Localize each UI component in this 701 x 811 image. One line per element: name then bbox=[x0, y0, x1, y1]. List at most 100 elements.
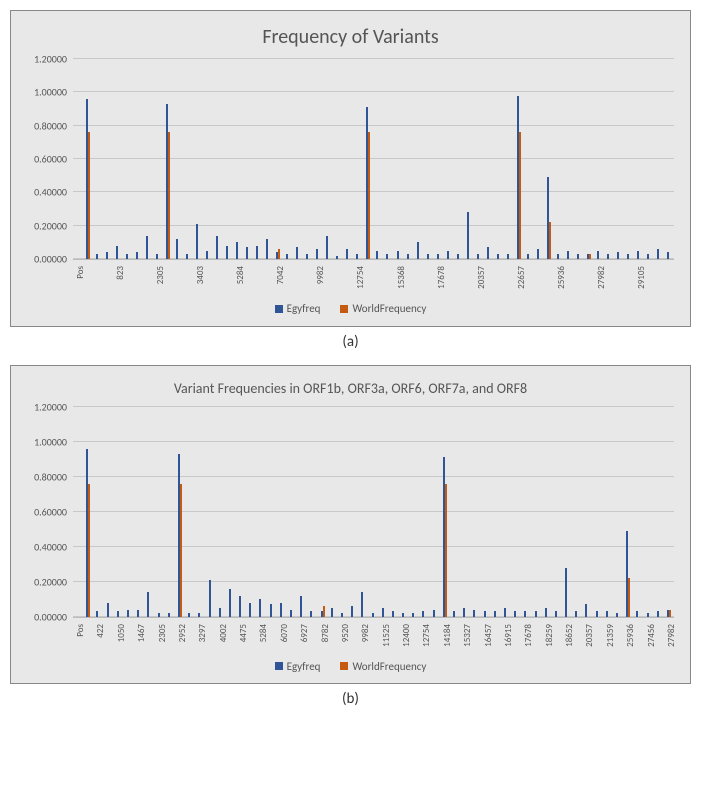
bar-egyfreq bbox=[168, 613, 170, 617]
bar-slot bbox=[404, 59, 414, 259]
xtick-label: Pos bbox=[75, 624, 86, 637]
bar-slot bbox=[531, 407, 541, 617]
bar-slot bbox=[114, 407, 124, 617]
bar-egyfreq bbox=[433, 610, 435, 617]
bar-slot bbox=[195, 407, 205, 617]
bar-slot bbox=[414, 59, 424, 259]
xtick bbox=[343, 260, 353, 296]
bar-egyfreq bbox=[336, 256, 338, 259]
ytick-label: 0.40000 bbox=[34, 540, 73, 553]
xtick bbox=[263, 260, 273, 296]
bar-egyfreq bbox=[117, 611, 119, 616]
chart-title: Variant Frequencies in ORF1b, ORF3a, ORF… bbox=[17, 380, 684, 397]
xtick: 20357 bbox=[582, 618, 592, 654]
ytick-label: 0.00000 bbox=[34, 610, 73, 623]
xtick-label: 25936 bbox=[556, 266, 567, 289]
bar-egyfreq bbox=[382, 608, 384, 617]
bar-egyfreq bbox=[453, 611, 455, 616]
ytick-label: 1.20000 bbox=[34, 53, 73, 66]
xtick: 2305 bbox=[155, 618, 165, 654]
xtick-label: 16457 bbox=[483, 624, 494, 647]
ytick-label: 0.40000 bbox=[34, 186, 73, 199]
bar-slot bbox=[303, 59, 313, 259]
bar-egyfreq bbox=[657, 249, 659, 259]
bar-egyfreq bbox=[647, 613, 649, 617]
bar-slot bbox=[73, 59, 83, 259]
bar-egyfreq bbox=[209, 580, 211, 617]
bar-slot bbox=[434, 59, 444, 259]
bar-worldfrequency bbox=[88, 132, 90, 259]
xtick-label: 5284 bbox=[235, 266, 246, 284]
xtick-label: 16915 bbox=[503, 624, 514, 647]
legend-swatch bbox=[275, 305, 283, 313]
xtick-label: 15327 bbox=[462, 624, 473, 647]
xtick-label: 27982 bbox=[596, 266, 607, 289]
legend-label: Egyfreq bbox=[287, 302, 321, 315]
ytick-label: 1.00000 bbox=[34, 435, 73, 448]
bar-slot bbox=[644, 59, 654, 259]
plot-area: 0.000000.200000.400000.600000.800001.000… bbox=[73, 59, 674, 260]
figure-1: Variant Frequencies in ORF1b, ORF3a, ORF… bbox=[10, 365, 691, 685]
xtick-label: 823 bbox=[115, 266, 126, 280]
bar-slot bbox=[328, 407, 338, 617]
bar-slot bbox=[562, 407, 572, 617]
xtick bbox=[424, 260, 434, 296]
bar-slot bbox=[348, 407, 358, 617]
bar-egyfreq bbox=[361, 592, 363, 617]
bar-egyfreq bbox=[351, 606, 353, 617]
bar-slot bbox=[664, 407, 674, 617]
bar-slot bbox=[474, 59, 484, 259]
bar-slot bbox=[534, 59, 544, 259]
bar-egyfreq bbox=[270, 604, 272, 616]
xtick: 15368 bbox=[394, 260, 404, 296]
xtick-label: 7042 bbox=[275, 266, 286, 284]
bar-slot bbox=[582, 407, 592, 617]
bar-slot bbox=[419, 407, 429, 617]
bar-egyfreq bbox=[146, 236, 148, 259]
xtick: 25936 bbox=[554, 260, 564, 296]
bar-slot bbox=[83, 407, 93, 617]
legend: EgyfreqWorldFrequency bbox=[17, 654, 684, 678]
bar-slot bbox=[564, 59, 574, 259]
bar-slot bbox=[440, 407, 450, 617]
bar-worldfrequency bbox=[323, 606, 325, 617]
bar-egyfreq bbox=[427, 254, 429, 259]
xtick-label: 1467 bbox=[136, 624, 147, 642]
bar-egyfreq bbox=[229, 589, 231, 617]
bar-worldfrequency bbox=[445, 484, 447, 617]
bar-egyfreq bbox=[331, 608, 333, 617]
xtick: 21359 bbox=[603, 618, 613, 654]
bar-slot bbox=[256, 407, 266, 617]
xtick: 27982 bbox=[594, 260, 604, 296]
bar-slot bbox=[277, 407, 287, 617]
legend-item: WorldFrequency bbox=[340, 302, 426, 315]
bar-slot bbox=[113, 59, 123, 259]
bar-egyfreq bbox=[96, 254, 98, 259]
bar-egyfreq bbox=[176, 239, 178, 259]
bar-egyfreq bbox=[575, 611, 577, 616]
x-axis: Pos8232305340352847042998212754153681767… bbox=[73, 260, 674, 296]
bar-slot bbox=[243, 59, 253, 259]
xtick-label: 21359 bbox=[605, 624, 616, 647]
bar-slot bbox=[521, 407, 531, 617]
xtick: 12754 bbox=[353, 260, 363, 296]
bar-egyfreq bbox=[402, 613, 404, 617]
xtick: 3403 bbox=[193, 260, 203, 296]
legend: Egyfreq WorldFrequency bbox=[17, 296, 684, 320]
chart-box: Frequency of Variants0.000000.200000.400… bbox=[13, 13, 688, 324]
bar-egyfreq bbox=[504, 608, 506, 617]
xtick: 12754 bbox=[419, 618, 429, 654]
bar-slot bbox=[409, 407, 419, 617]
bar-slot bbox=[604, 59, 614, 259]
bar-slot bbox=[133, 59, 143, 259]
xtick: 29105 bbox=[634, 260, 644, 296]
xtick bbox=[103, 260, 113, 296]
xtick-label: 29105 bbox=[636, 266, 647, 289]
bar-egyfreq bbox=[636, 611, 638, 616]
bar-egyfreq bbox=[136, 252, 138, 259]
bar-slot bbox=[216, 407, 226, 617]
bar-egyfreq bbox=[306, 254, 308, 259]
xtick-label: 17678 bbox=[523, 624, 534, 647]
ytick-label: 0.80000 bbox=[34, 470, 73, 483]
bar-slot bbox=[236, 407, 246, 617]
